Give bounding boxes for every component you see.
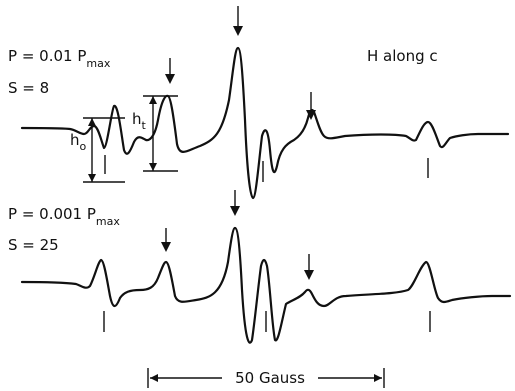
scale-bar-label: 50 Gauss — [235, 369, 305, 387]
h0-label: ho — [70, 131, 87, 153]
bottom-sensitivity-label: S = 25 — [8, 236, 59, 254]
top-sensitivity-label: S = 8 — [8, 79, 49, 97]
top-arrow-1 — [165, 58, 175, 84]
scale-bar — [147, 368, 385, 388]
ht-label: ht — [132, 110, 147, 132]
bottom-arrow-3 — [304, 254, 314, 280]
ht-dimension — [143, 95, 178, 172]
bottom-power-label: P = 0.001 Pmax — [8, 205, 120, 228]
top-spectrum-trace — [20, 46, 510, 200]
bottom-arrow-1 — [161, 228, 171, 252]
top-arrow-2 — [233, 6, 243, 36]
top-arrow-3 — [306, 92, 316, 120]
bottom-spectrum-trace — [20, 226, 512, 344]
bottom-arrow-2 — [230, 190, 240, 216]
field-orientation-label: H along c — [367, 47, 438, 65]
h0-dimension — [83, 117, 125, 183]
top-power-label: P = 0.01 Pmax — [8, 47, 111, 70]
